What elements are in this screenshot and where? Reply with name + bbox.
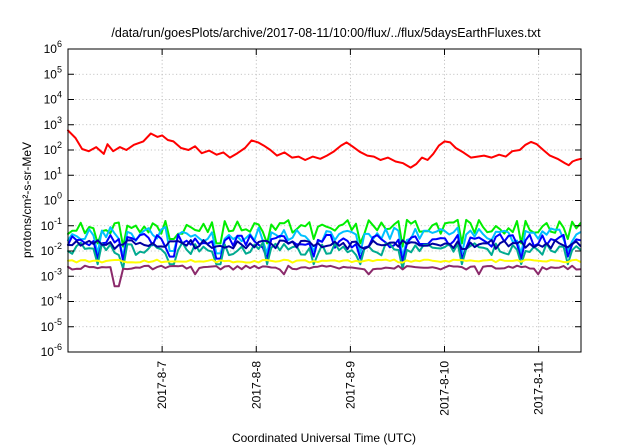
series-line-2: [67, 218, 582, 248]
y-tick-label: 10-2: [41, 241, 62, 258]
x-tick-label: 2017-8-10: [438, 361, 452, 416]
x-tick-label: 2017-8-8: [249, 361, 263, 409]
y-tick-label: 105: [44, 64, 62, 81]
y-tick-label: 10-5: [41, 317, 62, 334]
series-layer: [67, 129, 582, 288]
x-tick-label: 2017-8-11: [532, 361, 546, 415]
series-line-7: [67, 258, 582, 264]
x-axis-label: Coordinated Universal Time (UTC): [232, 431, 416, 445]
y-axis-ticks: 10-6 10-5 10-4 10-3 10-2 10-1 100 101 102 103 104 1…: [41, 39, 581, 359]
chart-title: /data/run/goesPlots/archive/2017-08-11/1…: [111, 26, 541, 40]
series-line-6: [67, 239, 582, 250]
y-tick-label: 106: [44, 39, 62, 56]
series-line-8: [67, 264, 582, 288]
y-tick-label: 10-3: [41, 266, 62, 283]
y-tick-label: 102: [44, 140, 62, 157]
x-tick-label: 2017-8-9: [343, 361, 357, 409]
series-line-3: [67, 226, 582, 258]
y-axis-label: protons/cm²-s-sr-MeV: [20, 142, 34, 258]
y-tick-label: 104: [44, 90, 62, 107]
y-tick-label: 10-4: [41, 292, 62, 309]
y-tick-label: 101: [44, 165, 62, 182]
plot-frame: [67, 48, 582, 353]
y-tick-label: 10-1: [41, 216, 62, 233]
y-tick-label: 100: [44, 191, 62, 208]
series-line-1: [67, 129, 582, 169]
y-tick-label: 10-6: [41, 342, 62, 359]
x-tick-label: 2017-8-7: [155, 361, 169, 409]
x-axis-ticks: 2017-8-7 2017-8-8 2017-8-9 2017-8-10 2017-8-…: [155, 49, 546, 416]
y-tick-label: 103: [44, 115, 62, 132]
grid: [68, 49, 581, 352]
